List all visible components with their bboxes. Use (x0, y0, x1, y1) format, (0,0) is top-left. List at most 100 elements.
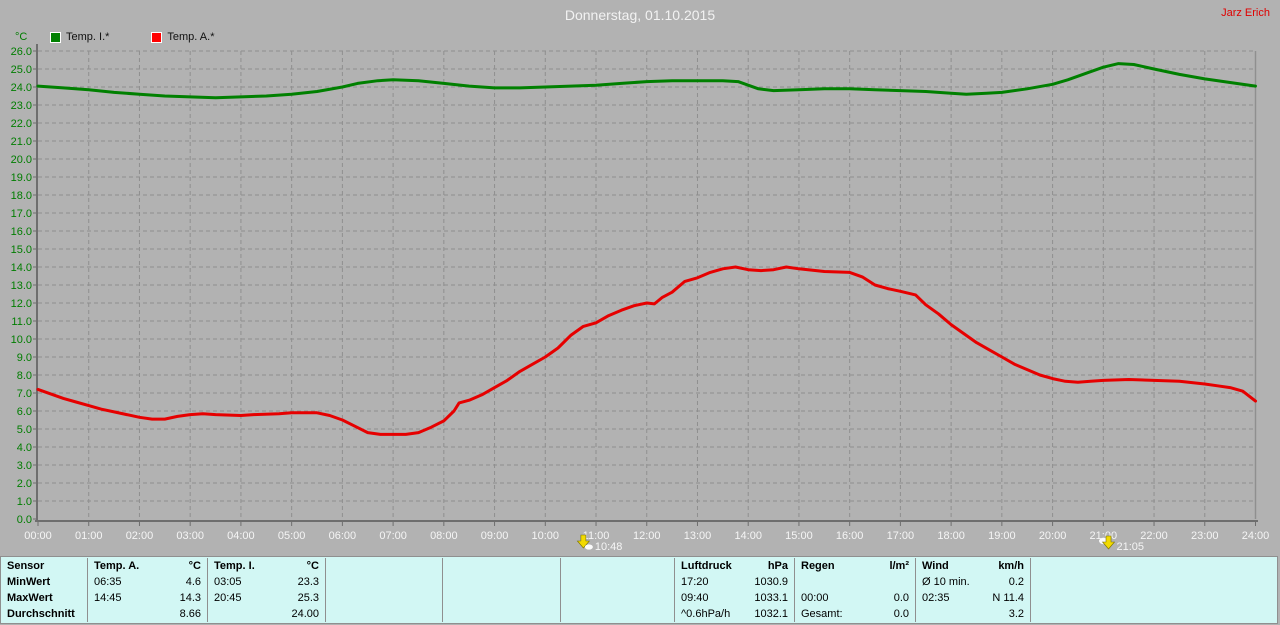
panel-cell-time: 02:35 (922, 592, 950, 604)
svg-text:01:00: 01:00 (75, 530, 103, 542)
grid-lines (38, 50, 1257, 519)
panel-section-luftdruck: Luftdruck hPa 17:20 1030.9 09:40 1033.1 ^0.6hP… (674, 558, 794, 622)
svg-text:17:00: 17:00 (887, 530, 915, 542)
svg-text:6.0: 6.0 (17, 406, 32, 418)
panel-cell-time: 03:05 (214, 576, 242, 588)
panel-row-headers: Sensor MinWert MaxWert Durchschnitt (1, 558, 86, 622)
y-axis-unit-label: °C (15, 31, 28, 43)
svg-text:02:00: 02:00 (126, 530, 154, 542)
panel-row-header-minwert: MinWert (7, 576, 51, 588)
panel-section-empty-2 (325, 558, 442, 622)
panel-cell-time: Ø 10 min. (922, 576, 970, 588)
series-line-temp-a (36, 265, 1257, 436)
panel-cell-time: 00:00 (801, 592, 829, 604)
marker-time-label: 21:05 (1117, 541, 1145, 553)
panel-cell-value: N 11.4 (992, 592, 1024, 604)
svg-text:8.0: 8.0 (17, 370, 32, 382)
chart-title: Donnerstag, 01.10.2015 (564, 7, 716, 23)
stats-panel: Sensor MinWert MaxWert Durchschnitt Temp… (0, 556, 1278, 624)
svg-text:5.0: 5.0 (17, 424, 32, 436)
legend-label-temp-a: Temp. A.* (167, 31, 215, 43)
svg-text:22.0: 22.0 (11, 118, 32, 130)
svg-text:16.0: 16.0 (11, 226, 32, 238)
panel-section-title: Luftdruck (681, 560, 732, 572)
svg-text:18:00: 18:00 (937, 530, 965, 542)
svg-text:00:00: 00:00 (24, 530, 52, 542)
svg-text:24.0: 24.0 (11, 82, 32, 94)
legend-item-temp-i: Temp. I.* (50, 31, 109, 43)
panel-cell-value: 0.0 (893, 592, 909, 604)
panel-section-unit: °C (188, 560, 201, 572)
legend: Temp. I.* Temp. A.* (50, 31, 214, 43)
panel-section-temp-a: Temp. A. °C 06:35 4.6 14:45 14.3 8.66 (87, 558, 207, 622)
panel-cell-value: 14.3 (179, 592, 201, 604)
panel-cell-value: 25.3 (297, 592, 319, 604)
svg-text:14.0: 14.0 (11, 262, 32, 274)
panel-section-unit: l/m² (889, 560, 909, 572)
svg-text:11.0: 11.0 (11, 316, 32, 328)
svg-text:23:00: 23:00 (1191, 530, 1219, 542)
panel-cell-value: 23.3 (297, 576, 319, 588)
svg-text:7.0: 7.0 (17, 388, 32, 400)
panel-section-title: Regen (801, 560, 835, 572)
panel-section-unit: °C (306, 560, 319, 572)
panel-section-empty-3 (442, 558, 560, 622)
panel-cell-time: 14:45 (94, 592, 122, 604)
panel-section-title: Temp. I. (214, 560, 255, 572)
temp-i-color-swatch (50, 31, 61, 43)
svg-text:17.0: 17.0 (11, 208, 32, 220)
svg-text:22:00: 22:00 (1140, 530, 1168, 542)
legend-label-temp-i: Temp. I.* (66, 31, 110, 43)
panel-cell-value: 0.2 (1008, 576, 1024, 588)
svg-text:13:00: 13:00 (684, 530, 712, 542)
svg-text:07:00: 07:00 (379, 530, 407, 542)
panel-cell-value: 1033.1 (754, 592, 788, 604)
panel-section-title: Wind (922, 560, 949, 572)
svg-text:26.0: 26.0 (11, 46, 32, 58)
svg-text:9.0: 9.0 (17, 352, 32, 364)
svg-text:4.0: 4.0 (17, 442, 32, 454)
panel-cell-time: 09:40 (681, 592, 709, 604)
panel-cell-value: 24.00 (291, 608, 319, 620)
svg-text:20.0: 20.0 (11, 154, 32, 166)
svg-text:0.0: 0.0 (17, 514, 32, 526)
chart-plot: 0.0 1.0 2.0 3.0 4.0 5.0 6.0 7.0 8.0 9.0 10.0 11.0 12… (11, 44, 1269, 553)
moonset-marker-icon (576, 534, 593, 550)
panel-section-regen: Regen l/m² 00:00 0.0 Gesamt: 0.0 (794, 558, 915, 622)
svg-text:12.0: 12.0 (11, 298, 32, 310)
y-axis-labels: 0.0 1.0 2.0 3.0 4.0 5.0 6.0 7.0 8.0 9.0 10.0 11.0 12… (11, 46, 37, 526)
panel-cell-time: Gesamt: (801, 608, 843, 620)
panel-cell-value: 1032.1 (754, 608, 788, 620)
svg-text:18.0: 18.0 (11, 190, 32, 202)
panel-section-wind: Wind km/h Ø 10 min. 0.2 02:35 N 11.4 3.2 (915, 558, 1030, 622)
moonrise-marker-icon (1099, 535, 1116, 550)
panel-cell-value: 1030.9 (754, 576, 788, 588)
svg-text:03:00: 03:00 (176, 530, 204, 542)
svg-text:12:00: 12:00 (633, 530, 661, 542)
svg-text:10.0: 10.0 (11, 334, 32, 346)
panel-section-unit: hPa (767, 560, 788, 572)
legend-item-temp-a: Temp. A.* (151, 31, 214, 43)
panel-cell-value: 3.2 (1008, 608, 1024, 620)
svg-text:19.0: 19.0 (11, 172, 32, 184)
svg-text:24:00: 24:00 (1242, 530, 1270, 542)
svg-text:05:00: 05:00 (278, 530, 306, 542)
panel-cell-value: 0.0 (893, 608, 909, 620)
svg-text:15.0: 15.0 (11, 244, 32, 256)
panel-section-unit: km/h (998, 560, 1024, 572)
svg-text:1.0: 1.0 (17, 496, 32, 508)
x-axis-labels: 00:00 01:00 02:00 03:00 04:00 05:00 06:00 07:00… (24, 521, 1269, 542)
svg-text:25.0: 25.0 (11, 64, 32, 76)
svg-text:13.0: 13.0 (11, 280, 32, 292)
marker-time-label: 10:48 (595, 541, 623, 553)
svg-text:06:00: 06:00 (329, 530, 357, 542)
panel-cell-value: 4.6 (185, 576, 201, 588)
svg-text:19:00: 19:00 (988, 530, 1016, 542)
panel-section-title: Temp. A. (94, 560, 140, 572)
svg-text:15:00: 15:00 (785, 530, 813, 542)
panel-cell-time: 17:20 (681, 576, 709, 588)
panel-section-empty-4 (560, 558, 674, 622)
svg-text:20:00: 20:00 (1039, 530, 1067, 542)
panel-row-header-sensor: Sensor (7, 560, 45, 572)
